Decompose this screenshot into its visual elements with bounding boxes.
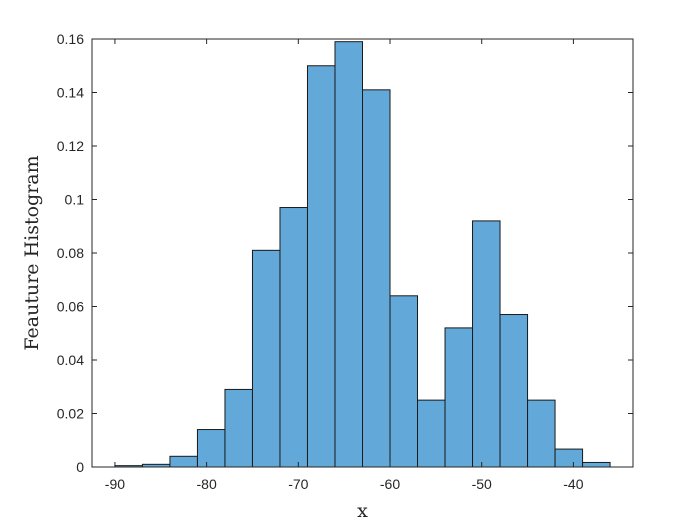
histogram-bars [114, 41, 611, 468]
x-tick-label: -80 [197, 476, 217, 492]
histogram-bar [444, 327, 474, 468]
x-axis-ticks: -90 -80 -70 -60 -50 -40 [105, 39, 584, 492]
histogram-bar [306, 65, 336, 468]
x-axis-label: x [357, 500, 368, 522]
x-tick-label: -70 [288, 476, 308, 492]
x-tick-label: -40 [563, 476, 583, 492]
x-tick-label: -60 [380, 476, 400, 492]
histogram-bar [389, 295, 419, 468]
y-tick-label: 0.06 [57, 299, 84, 315]
histogram-bar [279, 207, 308, 468]
y-tick-label: 0.14 [57, 85, 84, 101]
histogram-bar [362, 89, 391, 468]
histogram-bar [196, 429, 226, 468]
histogram-bar [499, 314, 529, 468]
x-tick-label: -50 [472, 476, 492, 492]
histogram-bar [554, 448, 584, 468]
y-tick-label: 0.1 [65, 192, 85, 208]
y-tick-label: 0.02 [57, 406, 84, 422]
y-tick-label: 0.16 [57, 31, 84, 47]
histogram-bar [169, 455, 198, 468]
histogram-bar [251, 249, 281, 468]
y-tick-label: 0 [76, 459, 84, 475]
histogram-bar [334, 41, 363, 468]
y-axis-ticks: 0 0.02 0.04 0.06 0.08 0.1 0.12 0.14 0.16 [57, 31, 633, 475]
y-tick-label: 0.12 [57, 138, 84, 154]
histogram-bar [527, 399, 556, 468]
histogram-bar [472, 220, 501, 468]
y-tick-label: 0.04 [57, 352, 84, 368]
y-axis-label: Feauture Histogram [21, 155, 43, 350]
y-tick-label: 0.08 [57, 245, 84, 261]
histogram-bar [417, 399, 446, 468]
x-tick-label: -90 [105, 476, 125, 492]
histogram-bar [582, 461, 611, 468]
histogram-bar [224, 388, 253, 468]
